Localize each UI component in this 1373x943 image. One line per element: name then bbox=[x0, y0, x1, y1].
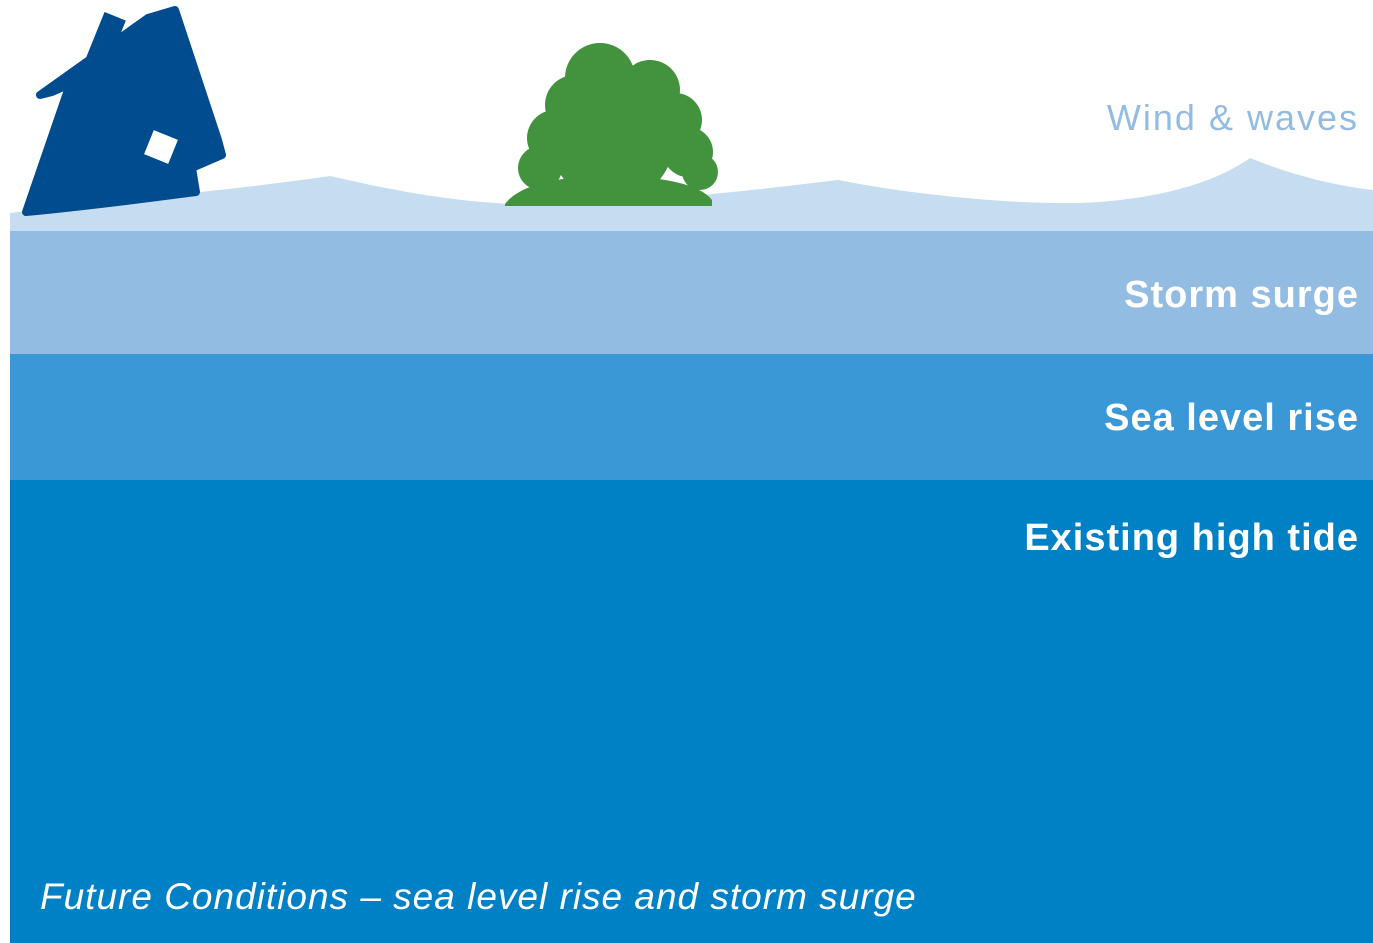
house-icon bbox=[22, 6, 226, 216]
existing-high-tide-label: Existing high tide bbox=[1024, 517, 1359, 559]
wind-waves-label: Wind & waves bbox=[1106, 97, 1359, 138]
existing-high-tide-band bbox=[10, 480, 1373, 943]
storm-surge-band bbox=[10, 231, 1373, 355]
diagram-caption: Future Conditions – sea level rise and s… bbox=[40, 876, 917, 917]
sea-level-rise-label: Sea level rise bbox=[1104, 397, 1359, 439]
storm-surge-label: Storm surge bbox=[1124, 274, 1359, 316]
waves-shape bbox=[10, 158, 1373, 232]
tree-icon bbox=[505, 43, 718, 206]
sea-level-rise-band bbox=[10, 354, 1373, 481]
